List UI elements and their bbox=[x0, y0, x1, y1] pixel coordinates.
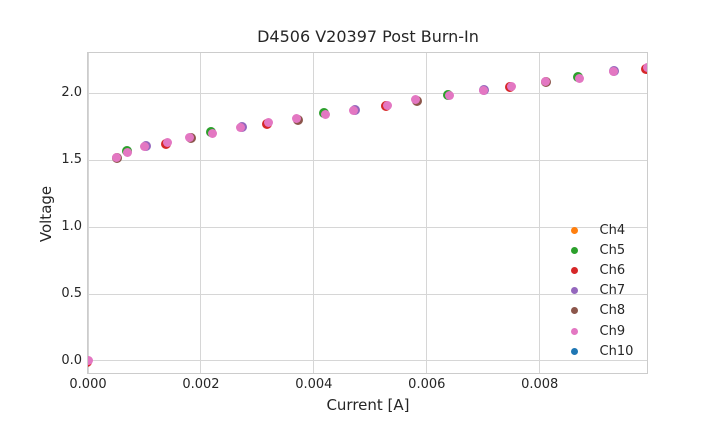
legend-marker-icon bbox=[570, 246, 578, 254]
data-point bbox=[139, 142, 149, 152]
data-point bbox=[348, 106, 358, 116]
legend-item-ch5: Ch5 bbox=[566, 240, 633, 260]
legend-marker-icon bbox=[570, 287, 578, 295]
y-tick-label: 0.5 bbox=[61, 286, 82, 301]
y-gridline bbox=[88, 293, 647, 295]
y-tick-label: 2.0 bbox=[61, 85, 82, 101]
data-point bbox=[162, 138, 172, 148]
x-tick-label: 0.006 bbox=[408, 377, 446, 392]
x-tick-label: 0.002 bbox=[182, 377, 220, 392]
legend-marker-icon bbox=[570, 266, 578, 274]
data-point bbox=[88, 356, 93, 366]
legend-item-ch7: Ch7 bbox=[566, 281, 633, 301]
x-gridline bbox=[539, 53, 541, 373]
data-point bbox=[207, 128, 217, 138]
legend-marker-icon bbox=[570, 327, 578, 335]
legend-label: Ch7 bbox=[599, 283, 626, 299]
x-gridline bbox=[200, 53, 202, 373]
data-point bbox=[264, 118, 274, 128]
data-point bbox=[574, 73, 584, 83]
legend-item-ch9: Ch9 bbox=[566, 321, 633, 341]
legend-label: Ch10 bbox=[599, 343, 634, 359]
x-tick-label: 0.000 bbox=[69, 377, 107, 392]
data-point bbox=[123, 147, 133, 157]
y-tick-label: 1.5 bbox=[61, 152, 82, 168]
x-tick-label: 0.004 bbox=[295, 377, 333, 392]
y-tick-label: 0.0 bbox=[61, 352, 82, 368]
y-gridline bbox=[88, 226, 647, 228]
data-point bbox=[410, 95, 420, 105]
data-point bbox=[608, 67, 618, 77]
data-point bbox=[506, 81, 516, 91]
legend-marker-icon bbox=[570, 226, 578, 234]
data-point bbox=[478, 85, 488, 95]
y-gridline bbox=[88, 360, 647, 362]
data-point bbox=[320, 110, 330, 120]
data-point bbox=[111, 152, 121, 162]
y-tick-label: 1.0 bbox=[61, 219, 82, 235]
data-point bbox=[292, 114, 302, 124]
x-axis-label: Current [A] bbox=[326, 396, 410, 414]
plot-area bbox=[87, 52, 648, 374]
legend: Ch4 Ch5 Ch6 Ch7 Ch8 Ch9 Ch10 bbox=[566, 220, 633, 361]
x-gridline bbox=[313, 53, 315, 373]
legend-label: Ch5 bbox=[599, 242, 626, 258]
legend-item-ch6: Ch6 bbox=[566, 260, 633, 280]
x-tick-label: 0.008 bbox=[521, 377, 559, 392]
legend-label: Ch6 bbox=[599, 262, 626, 278]
data-point bbox=[185, 132, 195, 142]
legend-item-ch10: Ch10 bbox=[566, 341, 633, 361]
legend-marker-icon bbox=[570, 307, 578, 315]
x-gridline bbox=[426, 53, 428, 373]
data-point bbox=[540, 76, 550, 86]
data-point bbox=[235, 123, 245, 133]
legend-label: Ch8 bbox=[599, 303, 626, 319]
legend-item-ch4: Ch4 bbox=[566, 220, 633, 240]
chart-title: D4506 V20397 Post Burn-In bbox=[257, 27, 479, 46]
data-point bbox=[382, 100, 392, 110]
x-gridline bbox=[88, 53, 89, 373]
data-point bbox=[444, 91, 454, 101]
legend-label: Ch4 bbox=[599, 222, 626, 238]
legend-marker-icon bbox=[570, 347, 578, 355]
y-gridline bbox=[88, 159, 647, 161]
data-point bbox=[642, 63, 647, 73]
legend-item-ch8: Ch8 bbox=[566, 301, 633, 321]
legend-label: Ch9 bbox=[599, 323, 626, 339]
y-gridline bbox=[88, 92, 647, 94]
